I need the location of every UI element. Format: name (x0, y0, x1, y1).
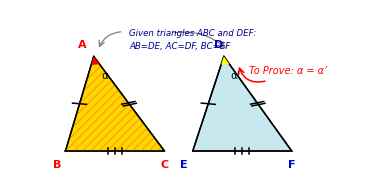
Wedge shape (221, 56, 229, 65)
Text: B: B (53, 160, 61, 170)
Text: A: A (78, 40, 87, 51)
Text: E: E (180, 160, 188, 170)
Text: α': α' (230, 71, 240, 81)
Text: C: C (160, 160, 169, 170)
Polygon shape (65, 56, 164, 151)
Text: α: α (101, 71, 108, 81)
Text: F: F (288, 160, 296, 170)
Polygon shape (193, 56, 292, 151)
Text: To Prove: α = α’: To Prove: α = α’ (249, 66, 327, 76)
Wedge shape (91, 56, 99, 65)
Text: D: D (214, 40, 223, 51)
Text: Given triangles ABC and DEF:: Given triangles ABC and DEF: (129, 29, 256, 38)
Text: AB=DE, AC=DF, BC=EF: AB=DE, AC=DF, BC=EF (129, 42, 230, 51)
